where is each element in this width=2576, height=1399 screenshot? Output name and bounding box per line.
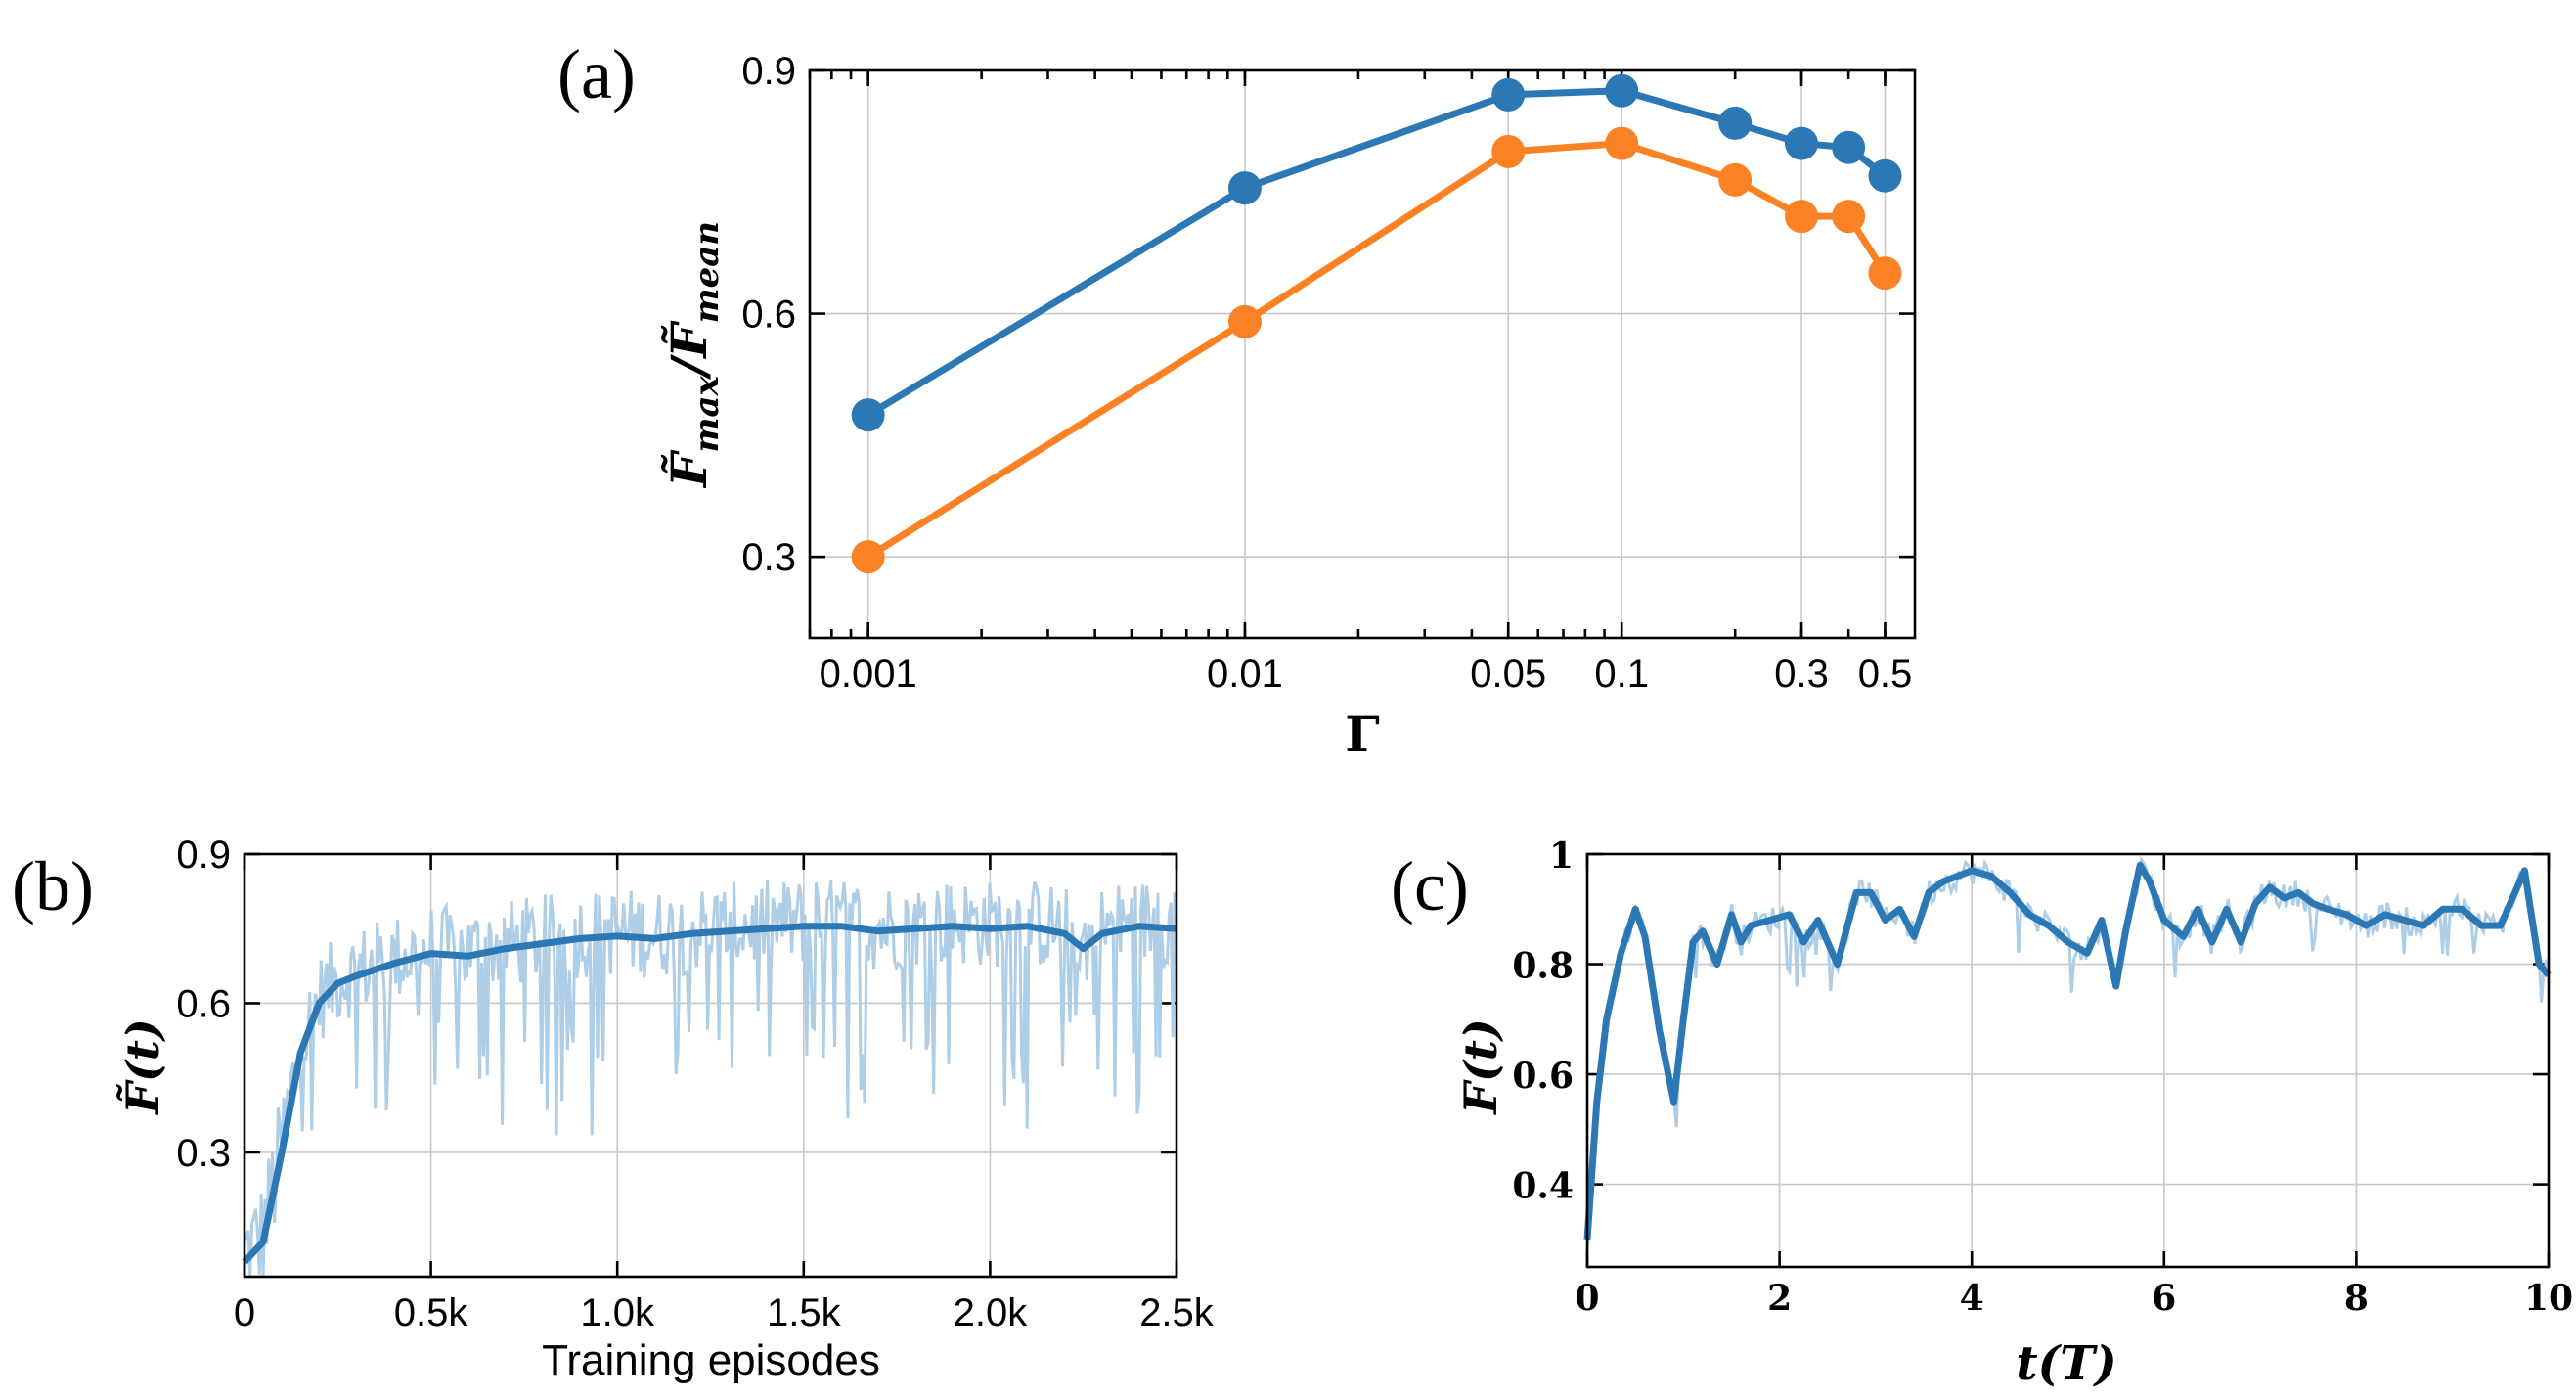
panel-a-point-blue [1491, 77, 1526, 112]
c-xtick-label: 4 [1960, 1278, 1984, 1319]
panel-a-point-blue [851, 398, 885, 432]
c-ytick-label: 0.6 [1512, 1056, 1574, 1097]
panel-c-series [1583, 855, 2552, 1251]
c-xtick-label: 0 [1575, 1278, 1599, 1319]
panel-a-point-orange [1718, 162, 1753, 197]
panel-c-ylabel: F(t) [1454, 1018, 1507, 1115]
panel-a-line-orange [866, 140, 1888, 561]
a-xtick-label: 0.5 [1858, 653, 1913, 696]
panel-b-series [242, 880, 1178, 1278]
a-xtick-label: 0.1 [1594, 653, 1649, 696]
panel-a-point-orange [1868, 256, 1902, 291]
panel-c-ticks: 0 2 4 6 8 10 0.4 0.6 0.8 1 [1512, 835, 2573, 1319]
panel-b-ylabel-f: F̃ [116, 1079, 169, 1116]
b-ytick-label: 0.9 [176, 834, 231, 877]
panel-b-ylabel-t: (t) [116, 1018, 169, 1082]
c-xtick-label: 10 [2524, 1278, 2573, 1319]
panel-a-ylabel: F̃max/F̃mean [660, 221, 727, 489]
b-xtick-label: 1.5k [767, 1291, 842, 1334]
c-ytick-label: 0.4 [1512, 1166, 1574, 1207]
panel-b-xlabel: Training episodes [542, 1336, 880, 1384]
b-xtick-label: 0.5k [394, 1291, 469, 1334]
panel-c-raw-line [1585, 855, 2551, 1251]
panel-a-ylabel-f1: F̃ [660, 449, 718, 489]
a-ytick-label: 0.9 [741, 50, 796, 93]
panel-a-ylabel-sub1: max [688, 375, 727, 452]
panel-c-xlabel: t(T) [2016, 1336, 2116, 1391]
panel-a-ylabel-sub2: mean [688, 221, 727, 323]
panel-c: (c) 0 2 4 6 8 10 0.4 0.6 0.8 1 t(T) F(t) [1391, 835, 2573, 1391]
panel-a-point-blue [1605, 73, 1639, 108]
panel-a-label: (a) [557, 35, 636, 113]
panel-a-point-orange [851, 540, 885, 574]
panel-b-ylabel: F̃(t) [116, 1018, 169, 1115]
b-xtick-label: 1.0k [580, 1291, 655, 1334]
panel-c-frame [1585, 852, 2551, 1269]
panel-a-point-blue [1227, 171, 1262, 205]
panel-b-label: (b) [12, 847, 94, 925]
b-ytick-label: 0.3 [176, 1132, 231, 1175]
a-xtick-label: 0.001 [820, 653, 917, 696]
panel-c-label: (c) [1391, 847, 1469, 925]
c-ytick-label: 0.8 [1512, 946, 1574, 987]
panel-a-point-orange [1227, 304, 1262, 338]
c-xtick-label: 8 [2344, 1278, 2369, 1319]
panel-a-frame [808, 68, 1917, 640]
b-xtick-label: 0 [234, 1291, 255, 1334]
a-xtick-label: 0.05 [1470, 653, 1546, 696]
panel-a-xlabel: Γ [1345, 705, 1380, 763]
panel-a: (a) 0.001 0.01 0.05 0.1 0.3 0.5 0.3 0.6 0.9 Γ F̃… [557, 35, 1917, 763]
panel-a-point-orange [1491, 134, 1526, 168]
b-ytick-label: 0.6 [176, 982, 231, 1025]
panel-a-ticks: 0.001 0.01 0.05 0.1 0.3 0.5 0.3 0.6 0.9 [741, 50, 1915, 696]
panel-a-point-orange [1832, 200, 1866, 234]
panel-a-point-blue [1832, 130, 1866, 164]
panel-a-point-blue [1718, 106, 1753, 140]
panel-a-point-orange [1785, 200, 1819, 234]
panel-c-smoothed-line [1583, 861, 2552, 1241]
panel-a-point-orange [1605, 126, 1639, 160]
a-xtick-label: 0.01 [1207, 653, 1283, 696]
b-xtick-label: 2.5k [1139, 1291, 1215, 1334]
panel-a-point-blue [1785, 126, 1819, 160]
panel-a-series [851, 73, 1902, 574]
panel-b-frame [243, 852, 1178, 1279]
panel-a-point-blue [1868, 158, 1902, 193]
a-ytick-label: 0.3 [741, 536, 796, 579]
b-xtick-label: 2.0k [954, 1291, 1029, 1334]
panel-a-ylabel-f2: /F̃ [660, 320, 718, 380]
panel-b-smoothed-line [242, 923, 1177, 1265]
c-xtick-label: 6 [2152, 1278, 2176, 1319]
a-ytick-label: 0.6 [741, 293, 796, 337]
panel-b-raw-line [244, 880, 1178, 1278]
panel-b-ticks: 0 0.5k 1.0k 1.5k 2.0k 2.5k 0.3 0.6 0.9 [176, 834, 1214, 1334]
panel-b: (b) 0 0.5k 1.0k 1.5k 2.0k 2.5k 0.3 0.6 0.9 Train… [12, 834, 1215, 1384]
c-xtick-label: 2 [1767, 1278, 1792, 1319]
c-ytick-label: 1 [1549, 835, 1574, 877]
a-xtick-label: 0.3 [1774, 653, 1829, 696]
